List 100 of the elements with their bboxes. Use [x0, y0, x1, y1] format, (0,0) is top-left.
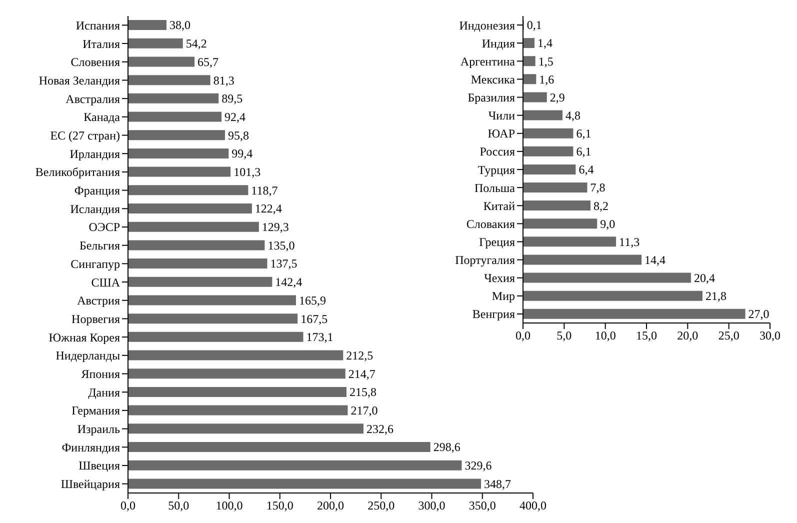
y-tick-label: США: [91, 275, 120, 290]
data-label: 1,6: [539, 72, 554, 86]
data-label: 129,3: [262, 220, 289, 234]
data-label: 165,9: [298, 293, 326, 308]
y-tick-label: Чехия: [484, 271, 516, 286]
data-label: 135,0: [268, 238, 295, 252]
y-tick-label: Канада: [84, 110, 121, 124]
data-label: 215,8: [349, 385, 376, 400]
y-tick-label: Сингапур: [70, 256, 120, 271]
y-tick-label: Турция: [478, 162, 516, 177]
y-tick-label: Венгрия: [472, 307, 516, 322]
y-tick-label: Норвегия: [72, 312, 120, 326]
x-tick-label: 350,0: [468, 498, 496, 513]
y-tick-label: Испания: [76, 18, 120, 32]
data-label: 298,6: [433, 440, 460, 454]
x-tick-label: 400,0: [520, 498, 546, 513]
y-tick-label: Германия: [72, 404, 120, 418]
y-tick-label: Греция: [479, 234, 516, 249]
data-label: 212,5: [346, 348, 374, 362]
y-tick-label: Финляндия: [62, 440, 120, 454]
y-tick-label: ЮАР: [488, 126, 516, 141]
data-label: 1,4: [538, 36, 553, 50]
data-label: 21,8: [705, 289, 726, 304]
y-tick-label: Франция: [74, 184, 120, 198]
data-label: 6,1: [576, 144, 592, 159]
data-label: 173,1: [306, 330, 334, 344]
data-label: 81,3: [213, 73, 234, 88]
data-label: 7,8: [590, 180, 606, 195]
data-label: 92,4: [224, 110, 246, 124]
y-tick-label: Израиль: [77, 422, 121, 436]
data-label: 2,9: [550, 90, 565, 104]
y-tick-label: Польша: [474, 180, 516, 195]
y-tick-label: Португалия: [455, 253, 516, 268]
y-tick-label: Швеция: [78, 458, 120, 473]
data-label: 6,4: [578, 162, 594, 177]
x-tick-label: 200,0: [317, 498, 344, 513]
y-tick-label: Нидерланды: [56, 348, 120, 363]
data-label: 122,4: [254, 202, 282, 216]
data-label: 6,1: [576, 126, 592, 141]
x-tick-label: 5,0: [556, 328, 572, 343]
data-label: 20,4: [694, 270, 715, 285]
y-tick-label: Ирландия: [70, 146, 120, 161]
y-tick-label: Индонезия: [459, 18, 516, 32]
x-tick-label: 100,0: [216, 498, 243, 513]
x-tick-label: 30,0: [760, 328, 780, 343]
data-label: 0,1: [526, 18, 542, 32]
data-label: 142,4: [275, 275, 302, 290]
data-label: 11,3: [619, 234, 640, 249]
data-label: 1,5: [538, 54, 554, 68]
y-tick-label: Италия: [82, 36, 120, 51]
x-tick-label: 10,0: [594, 328, 616, 343]
y-tick-label: Россия: [480, 144, 516, 159]
data-label: 118,7: [251, 183, 278, 198]
y-tick-label: Швейцария: [60, 477, 120, 492]
x-tick-label: 20,0: [677, 328, 698, 343]
data-label: 137,5: [270, 256, 298, 271]
data-label: 99,4: [232, 146, 253, 161]
x-tick-label: 150,0: [266, 498, 294, 513]
x-tick-label: 25,0: [718, 328, 740, 343]
data-label: 54,2: [186, 36, 207, 51]
data-label: 27,0: [748, 307, 770, 322]
y-tick-label: Великобритания: [35, 165, 120, 180]
y-tick-label: Исландия: [70, 202, 120, 216]
data-label: 9,0: [600, 216, 616, 231]
data-label: 217,0: [350, 404, 378, 418]
y-tick-label: Словения: [70, 55, 120, 70]
y-tick-label: Япония: [81, 367, 120, 382]
data-label: 95,8: [228, 128, 249, 142]
x-tick-label: 50,0: [168, 498, 190, 513]
data-label: 65,7: [198, 54, 219, 69]
y-tick-label: Бельгия: [79, 238, 120, 253]
data-label: 232,6: [366, 422, 394, 436]
y-tick-label: Индия: [482, 36, 516, 50]
y-tick-label: Новая Зеландия: [38, 73, 120, 88]
data-label: 8,2: [594, 198, 609, 213]
data-label: 38,0: [169, 18, 190, 32]
y-tick-label: Бразилия: [468, 90, 516, 105]
y-tick-label: Чили: [488, 108, 516, 123]
data-label: 214,7: [348, 366, 376, 381]
y-tick-label: ОЭСР: [88, 220, 120, 234]
x-tick-label: 15,0: [636, 328, 657, 343]
data-label: 4,8: [566, 108, 581, 122]
data-label: 89,5: [222, 92, 243, 106]
y-tick-label: Китай: [483, 198, 516, 213]
data-label: 14,4: [644, 252, 666, 267]
data-label: 329,6: [464, 458, 492, 473]
y-tick-label: Словакия: [466, 216, 516, 231]
data-label: 167,5: [300, 312, 328, 326]
x-tick-label: 300,0: [418, 498, 446, 513]
y-tick-label: ЕС (27 стран): [50, 128, 120, 143]
y-tick-label: Дания: [88, 385, 120, 400]
data-label: 101,3: [234, 165, 261, 180]
x-tick-label: 250,0: [368, 498, 395, 513]
x-tick-label: 0,0: [516, 328, 530, 343]
y-tick-label: Южная Корея: [48, 330, 120, 344]
y-tick-label: Австрия: [77, 294, 120, 308]
y-tick-label: Мексика: [470, 72, 516, 86]
y-tick-label: Мир: [492, 289, 515, 304]
x-tick-label: 0,0: [120, 498, 136, 513]
data-label: 348,7: [484, 476, 512, 491]
